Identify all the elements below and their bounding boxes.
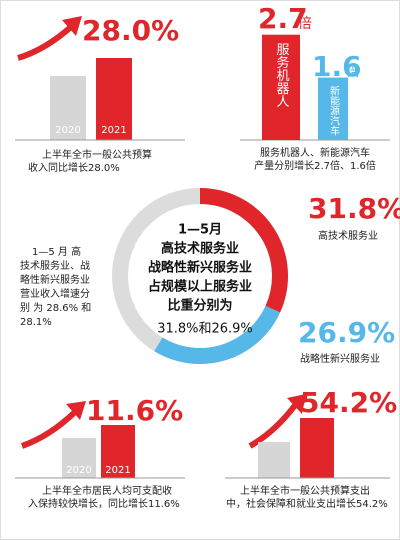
ring-value: 26.9% bbox=[298, 316, 395, 349]
bar-name: 服务机器人 bbox=[274, 43, 290, 108]
caption: 产量分别增长2.7倍、1.6倍 bbox=[254, 159, 376, 172]
caption: 收入同比增长28.0% bbox=[28, 161, 120, 174]
highlight: 54.2% bbox=[300, 386, 397, 419]
highlight: 28.0% bbox=[82, 14, 179, 47]
arrow bbox=[248, 402, 299, 449]
side-note: 1—5 月 高 bbox=[32, 245, 81, 258]
bar-value: 2.7 bbox=[258, 2, 308, 35]
bar bbox=[318, 77, 348, 140]
bar bbox=[262, 34, 300, 141]
caption: 服务机器人、新能源汽车 bbox=[260, 146, 370, 159]
bar bbox=[300, 418, 334, 478]
unit: 倍 bbox=[346, 64, 360, 80]
side-note: 营业收入增速分 bbox=[20, 287, 90, 300]
arrow-head bbox=[62, 16, 82, 36]
bar bbox=[258, 442, 290, 478]
side-note: 28.1% bbox=[20, 317, 52, 328]
ring-title: 比重分别为 bbox=[167, 298, 232, 314]
ring-segment bbox=[154, 305, 281, 364]
ring-value: 31.8% bbox=[308, 192, 400, 225]
arrow bbox=[17, 23, 74, 61]
caption: 上半年全市一般公共预算支出 bbox=[240, 484, 370, 497]
side-note: 别 为 28.6% 和 bbox=[20, 302, 91, 314]
year: 2020 bbox=[66, 465, 91, 476]
ring-title: 战略性新兴服务业 bbox=[148, 260, 252, 276]
ring-title: 31.8%和26.9% bbox=[157, 322, 253, 337]
bar-value: 1.6 bbox=[312, 50, 362, 83]
bar bbox=[96, 58, 132, 140]
caption: 上半年全市一般公共预算 bbox=[42, 148, 152, 161]
side-note: 技术服务业、战 bbox=[20, 259, 90, 272]
highlight: 11.6% bbox=[86, 394, 183, 427]
ring-segment bbox=[199, 188, 288, 313]
bar bbox=[101, 425, 135, 478]
ring-title: 高技术服务业 bbox=[161, 241, 239, 257]
unit: 倍 bbox=[298, 16, 312, 32]
ring-title: 占规模以上服务业 bbox=[148, 279, 252, 295]
arrow bbox=[20, 409, 78, 449]
bar-name: 新能源汽车 bbox=[328, 84, 340, 136]
ring-name: 战略性新兴服务业 bbox=[300, 352, 380, 365]
arrow-head bbox=[66, 401, 86, 420]
caption: 中，社会保障和就业支出增长54.2% bbox=[226, 497, 388, 510]
ring-name: 高技术服务业 bbox=[318, 229, 378, 242]
arrow-head bbox=[287, 394, 306, 414]
year: 2021 bbox=[105, 465, 130, 476]
year: 2021 bbox=[101, 125, 126, 136]
side-note: 略性新兴服务业 bbox=[20, 273, 90, 286]
bar bbox=[62, 438, 96, 478]
caption: 上半年全市居民人均可支配收 bbox=[42, 484, 172, 497]
caption: 入保持较快增长，同比增长11.6% bbox=[28, 497, 180, 510]
bar bbox=[50, 76, 86, 140]
ring-title: 1—5月 bbox=[178, 223, 222, 238]
year: 2020 bbox=[55, 125, 80, 136]
